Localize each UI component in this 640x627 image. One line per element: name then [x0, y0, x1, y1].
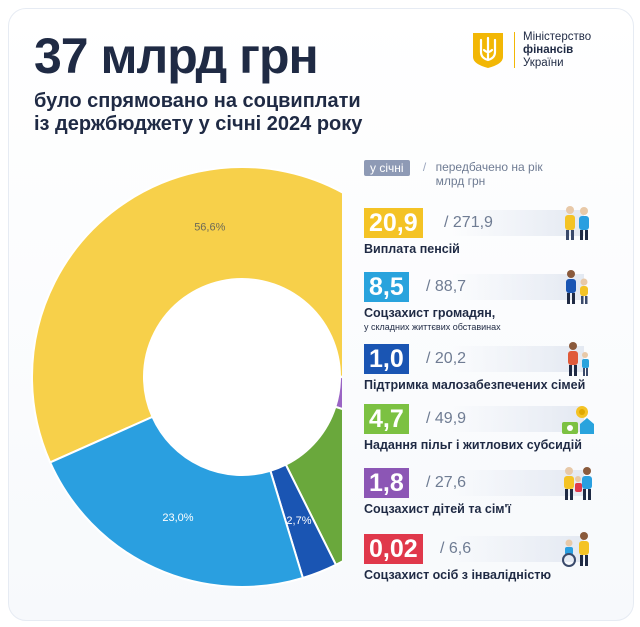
slice-label-5: 23,0%: [162, 512, 193, 524]
annual-value: / 49,9: [426, 410, 467, 427]
row-children-family: 1,8 / 27,6 Соцзахист дітей та сім'ї: [364, 467, 624, 524]
row-label: Соцзахист громадян,: [364, 306, 496, 320]
annual-value: / 6,6: [440, 540, 472, 557]
row-social-protection: 8,5 / 88,7 Соцзахист громадян, у складни…: [364, 270, 624, 332]
total-amount: 37 млрд грн: [34, 28, 319, 84]
elderly-couple-icon: [565, 206, 589, 240]
planned-line-2: млрд грн: [435, 174, 486, 188]
value-box: 1,0: [364, 344, 409, 374]
logo-line-1: Міністерство: [523, 30, 592, 43]
logo-line-2: фінансів: [523, 43, 574, 56]
row-label: Надання пільг і житлових субсидій: [364, 438, 582, 452]
january-pill: у січні: [364, 160, 410, 176]
row-pensions: 20,9 / 271,9 Виплата пенсій: [364, 206, 624, 264]
donut-hole: [145, 280, 339, 474]
row-label: Соцзахист осіб з інвалідністю: [364, 568, 552, 582]
ministry-logo: Міністерство фінансів України: [470, 30, 591, 70]
subtitle: було спрямовано на соцвиплати із держбюд…: [34, 90, 434, 136]
legend-header: у січні / передбачено на рік млрд грн: [364, 160, 543, 188]
planned-line-1: передбачено на рік: [435, 160, 543, 174]
value-box: 4,7: [364, 404, 409, 434]
logo-text: Міністерство фінансів України: [523, 31, 591, 70]
subtitle-line-1: було спрямовано на соцвиплати: [34, 90, 361, 112]
row-sublabel: у складних життєвих обставинах: [364, 322, 501, 332]
donut-slice-5: [48, 415, 305, 588]
annual-value: / 20,2: [426, 350, 467, 367]
value-box: 1,8: [364, 468, 409, 498]
children-family-icon: [564, 467, 592, 500]
wheelchair-icon: [562, 532, 589, 567]
donut-chart: 56,6%0,05%4,9%12,7%2,7%23,0%: [31, 166, 342, 588]
row-label: Виплата пенсій: [364, 242, 460, 256]
legend-slash: /: [422, 160, 427, 174]
annual-value: / 271,9: [444, 214, 493, 231]
donut-slice-0: [31, 166, 342, 464]
value-box: 8,5: [364, 272, 409, 302]
logo-separator: [514, 32, 515, 68]
trident-emblem-icon: [473, 33, 503, 68]
row-low-income-families: 1,0 / 20,2 Підтримка малозабезпечених сі…: [364, 342, 624, 400]
value-box: 0,02: [364, 534, 423, 564]
parent-child-icon: [568, 342, 589, 376]
family-support-icon: [566, 270, 588, 304]
value-box: 20,9: [364, 208, 423, 238]
row-benefits-subsidies: 4,7 / 49,9 Надання пільг і житлових субс…: [364, 404, 624, 460]
logo-line-3: України: [523, 56, 564, 69]
row-label: Соцзахист дітей та сім'ї: [364, 502, 512, 516]
slice-label-0: 56,6%: [194, 221, 225, 233]
slice-label-4: 2,7%: [286, 515, 311, 527]
annual-value: / 27,6: [426, 474, 467, 491]
row-disability: 0,02 / 6,6 Соцзахист осіб з інвалідністю: [364, 532, 624, 590]
headline: 37 млрд грн: [34, 28, 319, 84]
row-label: Підтримка малозабезпечених сімей: [364, 378, 586, 392]
annual-value: / 88,7: [426, 278, 467, 295]
planned-caption: передбачено на рік млрд грн: [436, 160, 543, 188]
subtitle-line-2: із держбюджету у січні 2024 року: [34, 113, 363, 135]
money-house-icon: [562, 406, 594, 434]
donut-slice-2: [334, 376, 342, 410]
